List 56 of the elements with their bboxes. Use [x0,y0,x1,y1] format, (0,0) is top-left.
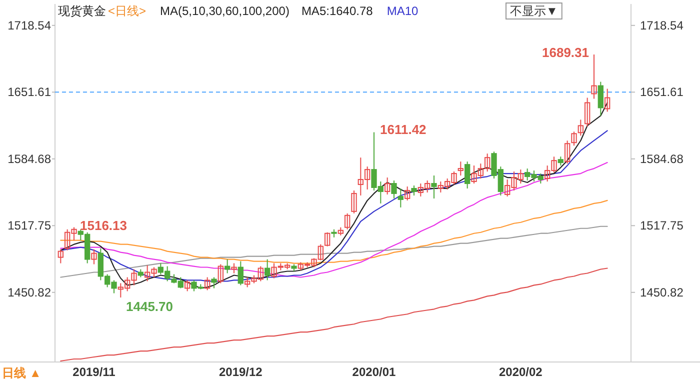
x-tick-label: 2019/12 [218,365,263,379]
annotation: 1445.70 [126,299,173,314]
candlestick [398,188,404,208]
candlestick [58,248,64,264]
candlestick [584,97,590,128]
candlestick [564,140,570,164]
line-series [60,200,608,264]
legend-title: MA(5,10,30,60,100,200) [160,4,290,18]
annotation: 1689.31 [542,45,589,60]
text: MA5:1640.78 [301,4,374,18]
candlestick [571,131,577,146]
text: 日线 ▲ [2,366,42,380]
candlestick [351,190,357,214]
candlestick [324,232,330,247]
x-tick-label: 2019/11 [72,365,116,379]
candlestick [604,88,610,112]
candlestick [431,175,437,199]
candlestick [384,177,390,195]
y-tick-label: 1450.82 [8,285,52,300]
y2-tick-label: 1450.82 [640,285,684,300]
y-tick-label: 1718.54 [8,18,52,32]
candlestick [404,186,410,201]
x-tick-label: 2020/01 [352,365,396,379]
candlestick [231,262,237,274]
line-series [60,268,608,362]
candlestick [224,258,230,274]
y-tick-label: 1517.75 [8,218,52,233]
candlestick [91,248,97,265]
text: MA10 [386,4,418,18]
chart-subtitle: <日线> [108,4,146,18]
chart-title: 现货黄金 [58,4,106,18]
candlestick [204,276,210,291]
y2-tick-label: 1517.75 [640,218,684,233]
annotation: 1611.42 [380,122,426,137]
y2-tick-label: 1651.61 [640,85,684,100]
candlestick [238,260,244,286]
annotation: 不显示▼ [510,4,558,18]
candlestick [391,180,397,199]
candlestick [264,258,270,281]
candlestick [211,276,217,289]
y2-tick-label: 1584.68 [640,152,684,166]
y-tick-label: 1651.61 [8,85,52,100]
y2-tick-label: 1718.54 [640,18,684,32]
annotation: 1516.13 [80,218,127,233]
candlestick [218,264,224,284]
y-tick-label: 1584.68 [8,152,52,166]
control: 不显示▼ [506,2,562,20]
candlestick [458,161,464,176]
candlestick [411,184,417,196]
candlestick [598,81,604,116]
x-tick-label: 2020/02 [498,365,543,379]
candlestick [184,280,190,292]
candlestick [591,54,597,100]
candlestick [464,161,470,189]
candlestick [578,119,584,136]
candlestick [344,212,350,230]
